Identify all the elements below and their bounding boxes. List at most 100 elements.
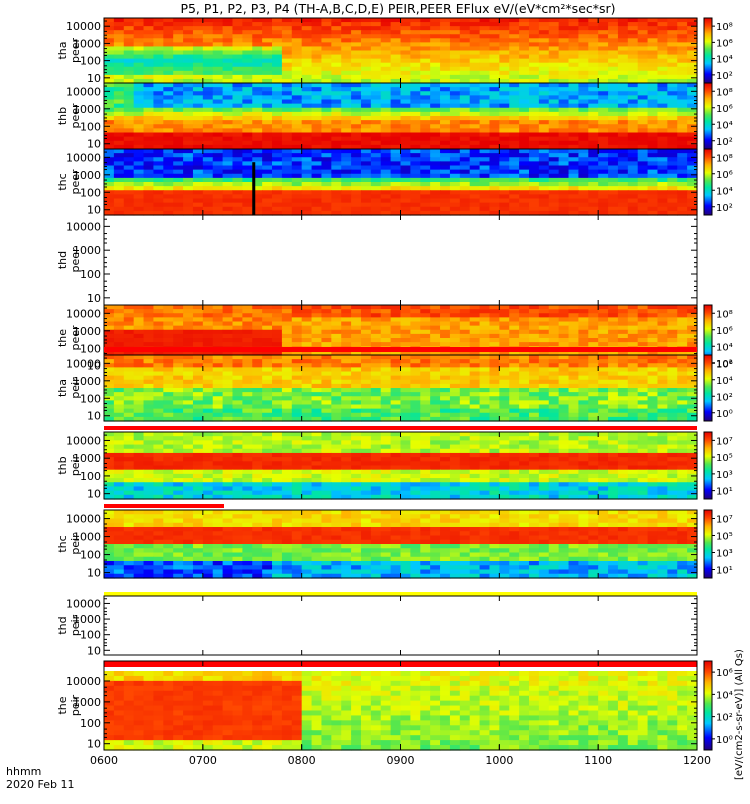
heatmap-cell bbox=[163, 38, 173, 43]
heatmap-cell bbox=[351, 170, 361, 175]
heatmap-cell bbox=[657, 63, 667, 68]
heatmap-cell bbox=[351, 405, 361, 410]
heatmap-cell bbox=[638, 338, 648, 343]
heatmap-cell bbox=[539, 26, 549, 31]
heatmap-cell bbox=[519, 392, 529, 397]
heatmap-cell bbox=[470, 413, 480, 418]
heatmap-cell bbox=[648, 330, 658, 335]
heatmap-cell bbox=[648, 372, 658, 377]
heatmap-cell bbox=[539, 396, 549, 401]
heatmap-cell bbox=[104, 413, 114, 418]
heatmap-cell bbox=[638, 116, 648, 121]
heatmap-cell bbox=[381, 42, 391, 47]
heatmap-cell bbox=[183, 128, 193, 133]
heatmap-cell bbox=[450, 413, 460, 418]
heatmap-cell bbox=[470, 372, 480, 377]
heatmap-cell bbox=[608, 392, 618, 397]
heatmap-cell bbox=[578, 330, 588, 335]
heatmap-cell bbox=[598, 26, 608, 31]
heatmap-cell bbox=[687, 207, 697, 212]
heatmap-cell bbox=[578, 313, 588, 318]
heatmap-cell bbox=[302, 203, 312, 208]
heatmap-cell bbox=[302, 59, 312, 64]
heatmap-cell bbox=[242, 409, 252, 414]
colorbar-tick-label: 10² bbox=[716, 137, 733, 148]
heatmap-cell bbox=[153, 388, 163, 393]
heatmap-cell bbox=[272, 153, 282, 158]
heatmap-cell bbox=[183, 59, 193, 64]
heatmap-cell bbox=[519, 18, 529, 23]
heatmap-cell bbox=[361, 71, 371, 76]
heatmap-cell bbox=[203, 18, 213, 23]
heatmap-cell bbox=[628, 384, 638, 389]
heatmap-cell bbox=[529, 38, 539, 43]
heatmap-cell bbox=[569, 334, 579, 339]
heatmap-cell bbox=[242, 305, 252, 310]
heatmap-cell bbox=[331, 116, 341, 121]
heatmap-cell bbox=[559, 153, 569, 158]
heatmap-cell bbox=[569, 149, 579, 154]
heatmap-cell bbox=[232, 359, 242, 364]
heatmap-cell bbox=[252, 108, 262, 113]
heatmap-cell bbox=[302, 100, 312, 105]
heatmap-cell bbox=[381, 170, 391, 175]
heatmap-cell bbox=[608, 203, 618, 208]
heatmap-cell bbox=[401, 124, 411, 129]
heatmap-cell bbox=[420, 51, 430, 56]
heatmap-cell bbox=[134, 413, 144, 418]
heatmap-cell bbox=[163, 376, 173, 381]
heatmap-cell bbox=[559, 108, 569, 113]
heatmap-cell bbox=[223, 137, 233, 142]
heatmap-cell bbox=[480, 83, 490, 88]
heatmap-cell bbox=[193, 75, 203, 80]
heatmap-cell bbox=[124, 363, 134, 368]
heatmap-cell bbox=[499, 34, 509, 39]
heatmap-cell bbox=[153, 59, 163, 64]
heatmap-cell bbox=[470, 59, 480, 64]
heatmap-cell bbox=[588, 166, 598, 171]
heatmap-cell bbox=[341, 334, 351, 339]
heatmap-cell bbox=[578, 51, 588, 56]
heatmap-cell bbox=[598, 55, 608, 60]
heatmap-cell bbox=[351, 55, 361, 60]
heatmap-cell bbox=[608, 112, 618, 117]
heatmap-cell bbox=[489, 108, 499, 113]
heatmap-cell bbox=[598, 359, 608, 364]
heatmap-cell bbox=[183, 322, 193, 327]
heatmap-cell bbox=[489, 124, 499, 129]
heatmap-cell bbox=[430, 363, 440, 368]
heatmap-cell bbox=[203, 100, 213, 105]
heatmap-cell bbox=[677, 186, 687, 191]
heatmap-cell bbox=[114, 199, 124, 204]
heatmap-cell bbox=[114, 363, 124, 368]
heatmap-cell bbox=[193, 30, 203, 35]
heatmap-cell bbox=[657, 338, 667, 343]
heatmap-cell bbox=[183, 71, 193, 76]
heatmap-cell bbox=[371, 182, 381, 187]
heatmap-cell bbox=[450, 34, 460, 39]
heatmap-cell bbox=[203, 30, 213, 35]
heatmap-cell bbox=[173, 18, 183, 23]
heatmap-cell bbox=[460, 372, 470, 377]
heatmap-cell bbox=[341, 376, 351, 381]
heatmap-cell bbox=[321, 380, 331, 385]
heatmap-cell bbox=[144, 367, 154, 372]
heatmap-cell bbox=[608, 342, 618, 347]
heatmap-cell bbox=[450, 322, 460, 327]
heatmap-cell bbox=[480, 330, 490, 335]
heatmap-cell bbox=[480, 157, 490, 162]
heatmap-cell bbox=[648, 190, 658, 195]
heatmap-cell bbox=[430, 95, 440, 100]
heatmap-cell bbox=[312, 170, 322, 175]
heatmap-cell bbox=[331, 22, 341, 27]
heatmap-cell bbox=[440, 322, 450, 327]
heatmap-cell bbox=[499, 305, 509, 310]
heatmap-cell bbox=[559, 63, 569, 68]
heatmap-cell bbox=[213, 71, 223, 76]
heatmap-cell bbox=[321, 116, 331, 121]
heatmap-cell bbox=[420, 388, 430, 393]
heatmap-cell bbox=[124, 128, 134, 133]
heatmap-cell bbox=[430, 194, 440, 199]
heatmap-cell bbox=[519, 207, 529, 212]
